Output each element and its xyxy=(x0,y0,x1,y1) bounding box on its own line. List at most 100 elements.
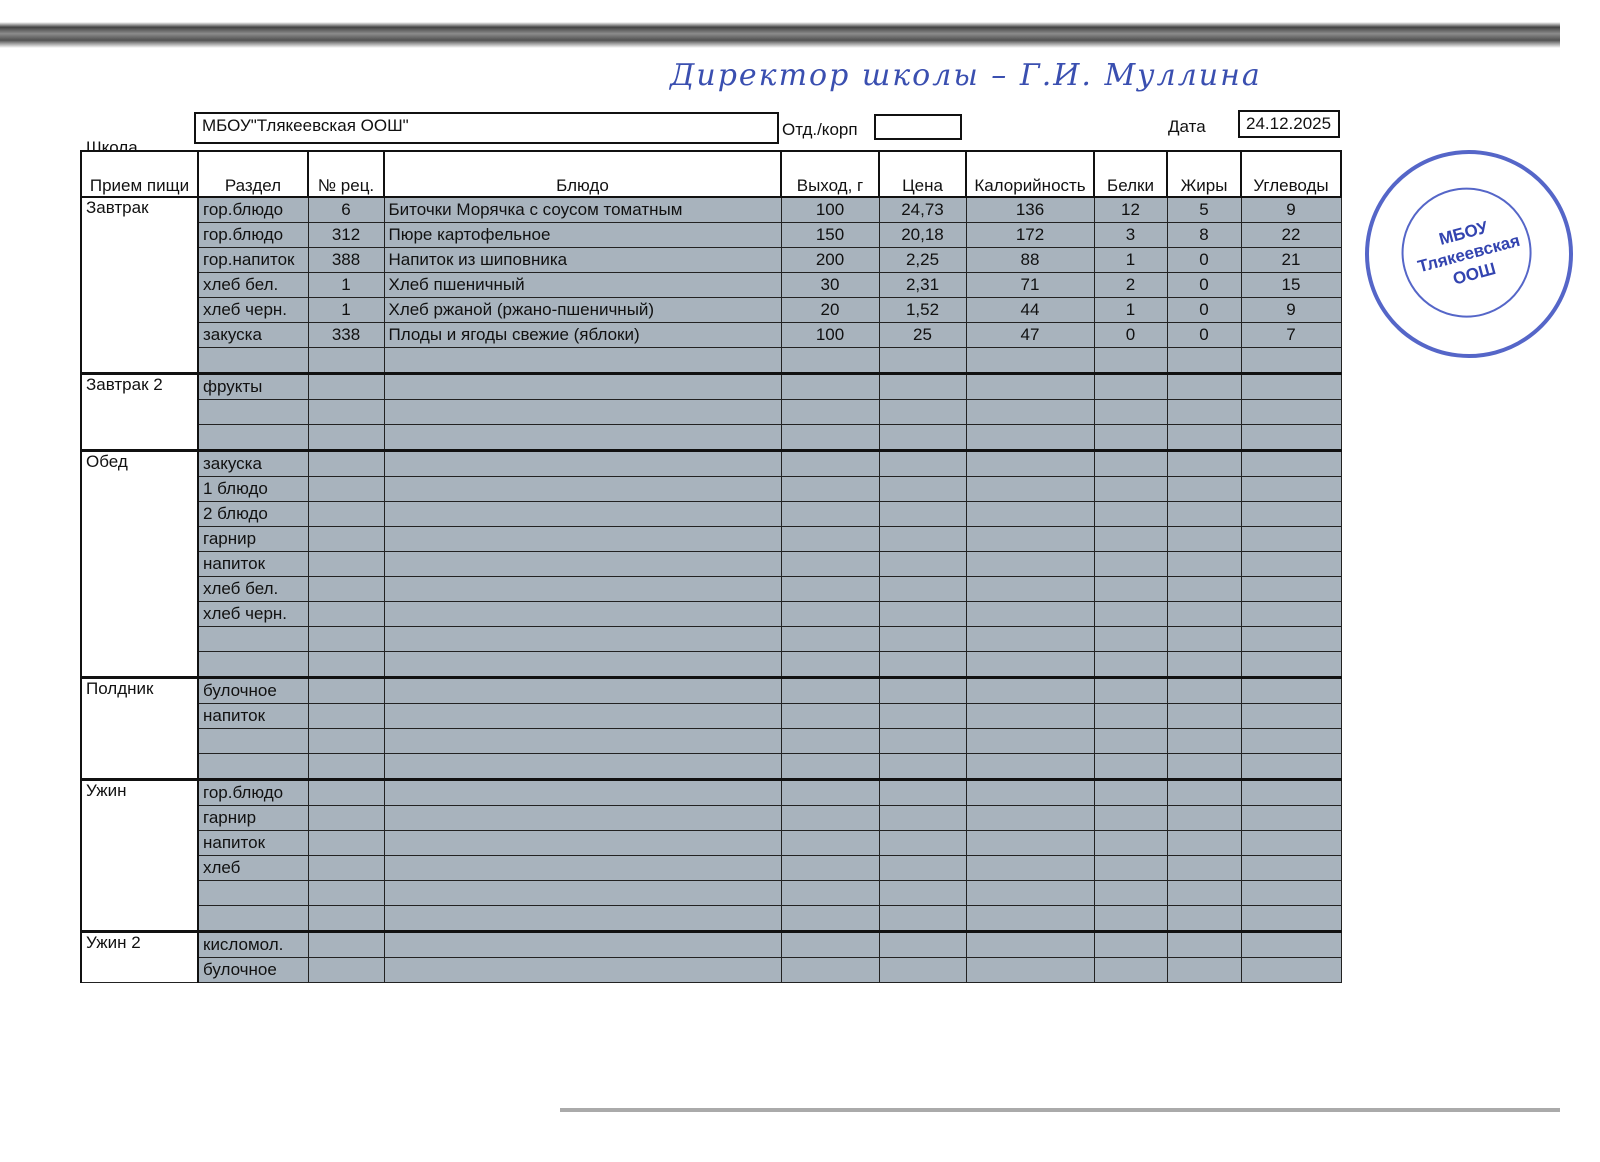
yield-cell: 150 xyxy=(780,222,880,248)
carbs-cell xyxy=(1240,424,1342,451)
carbs-cell xyxy=(1240,703,1342,729)
recipe-no-cell xyxy=(307,651,385,678)
fats-cell xyxy=(1166,626,1242,652)
recipe-no-cell xyxy=(307,424,385,451)
price-cell xyxy=(878,957,967,983)
table-row xyxy=(81,905,1342,932)
calories-cell xyxy=(965,449,1095,477)
section-cell xyxy=(197,626,309,652)
yield-cell xyxy=(780,728,880,754)
calories-cell xyxy=(965,372,1095,400)
yield-cell xyxy=(780,372,880,400)
price-cell xyxy=(878,551,967,577)
price-cell xyxy=(878,830,967,856)
table-row: Ужин гор.блюдо xyxy=(80,778,1342,932)
section-cell: гарнир xyxy=(197,805,309,831)
carbs-cell xyxy=(1240,830,1342,856)
table-row: гор.напиток 388 Напиток из шиповника 200 2,2… xyxy=(81,247,1342,273)
dept-field[interactable] xyxy=(874,114,962,140)
calories-cell xyxy=(965,601,1095,627)
fats-cell xyxy=(1166,424,1242,451)
carbs-cell xyxy=(1240,905,1342,932)
dish-cell xyxy=(383,601,782,627)
fats-cell: 0 xyxy=(1166,247,1242,273)
table-row: гарнир xyxy=(81,526,1342,552)
table-row xyxy=(81,753,1342,780)
recipe-no-cell xyxy=(307,855,385,881)
calories-cell xyxy=(965,805,1095,831)
price-cell xyxy=(878,372,967,400)
column-header: Белки xyxy=(1093,150,1168,198)
handwritten-signature: Директор школы – Г.И. Муллина xyxy=(670,58,1262,93)
carbs-cell xyxy=(1240,676,1342,704)
dish-cell xyxy=(383,372,782,400)
carbs-cell: 15 xyxy=(1240,272,1342,298)
dish-cell xyxy=(383,399,782,425)
table-row: напиток xyxy=(81,830,1342,856)
section-cell xyxy=(197,728,309,754)
official-stamp: МБОУ Тлякеевская ООШ xyxy=(1341,126,1597,382)
dish-cell xyxy=(383,957,782,983)
carbs-cell xyxy=(1240,728,1342,754)
column-header: Цена xyxy=(878,150,967,198)
dish-cell xyxy=(383,830,782,856)
yield-cell xyxy=(780,576,880,602)
price-cell xyxy=(878,626,967,652)
price-cell xyxy=(878,424,967,451)
recipe-no-cell xyxy=(307,399,385,425)
recipe-no-cell xyxy=(307,830,385,856)
calories-cell xyxy=(965,830,1095,856)
table-row: Полдник булочное xyxy=(80,676,1342,780)
yield-cell xyxy=(780,424,880,451)
proteins-cell: 2 xyxy=(1093,272,1168,298)
table-row xyxy=(81,424,1342,451)
section-cell: хлеб бел. xyxy=(197,576,309,602)
calories-cell xyxy=(965,551,1095,577)
recipe-no-cell xyxy=(307,728,385,754)
date-label: Дата xyxy=(1168,117,1206,136)
carbs-cell xyxy=(1240,880,1342,906)
dish-cell xyxy=(383,880,782,906)
section-cell: гарнир xyxy=(197,526,309,552)
price-cell xyxy=(878,676,967,704)
section-cell xyxy=(197,651,309,678)
section-cell: гор.блюдо xyxy=(197,778,309,806)
carbs-cell xyxy=(1240,805,1342,831)
calories-cell: 47 xyxy=(965,322,1095,348)
school-field[interactable]: МБОУ"Тлякеевская ООШ" xyxy=(194,112,779,144)
date-field[interactable]: 24.12.2025 xyxy=(1238,110,1340,138)
recipe-no-cell xyxy=(307,905,385,932)
yield-cell xyxy=(780,957,880,983)
recipe-no-cell xyxy=(307,576,385,602)
dish-cell xyxy=(383,728,782,754)
price-cell xyxy=(878,805,967,831)
calories-cell xyxy=(965,347,1095,374)
section-cell: 2 блюдо xyxy=(197,501,309,527)
proteins-cell xyxy=(1093,372,1168,400)
dish-cell xyxy=(383,576,782,602)
fats-cell xyxy=(1166,703,1242,729)
calories-cell xyxy=(965,855,1095,881)
dish-cell xyxy=(383,703,782,729)
section-cell: хлеб черн. xyxy=(197,297,309,323)
price-cell xyxy=(878,501,967,527)
proteins-cell: 3 xyxy=(1093,222,1168,248)
table-row xyxy=(81,728,1342,754)
proteins-cell xyxy=(1093,399,1168,425)
table-row: Завтрак гор.блюдо 6 Биточки Морячка с соусо… xyxy=(80,196,1342,374)
carbs-cell xyxy=(1240,372,1342,400)
proteins-cell xyxy=(1093,651,1168,678)
calories-cell xyxy=(965,778,1095,806)
calories-cell xyxy=(965,880,1095,906)
dish-cell xyxy=(383,626,782,652)
column-header: Раздел xyxy=(197,150,309,198)
yield-cell xyxy=(780,753,880,780)
column-header: Прием пищи xyxy=(80,150,199,198)
recipe-no-cell xyxy=(307,753,385,780)
meal-name: Завтрак xyxy=(80,196,199,374)
section-cell: хлеб xyxy=(197,855,309,881)
calories-cell: 172 xyxy=(965,222,1095,248)
yield-cell xyxy=(780,905,880,932)
yield-cell: 200 xyxy=(780,247,880,273)
yield-cell xyxy=(780,551,880,577)
